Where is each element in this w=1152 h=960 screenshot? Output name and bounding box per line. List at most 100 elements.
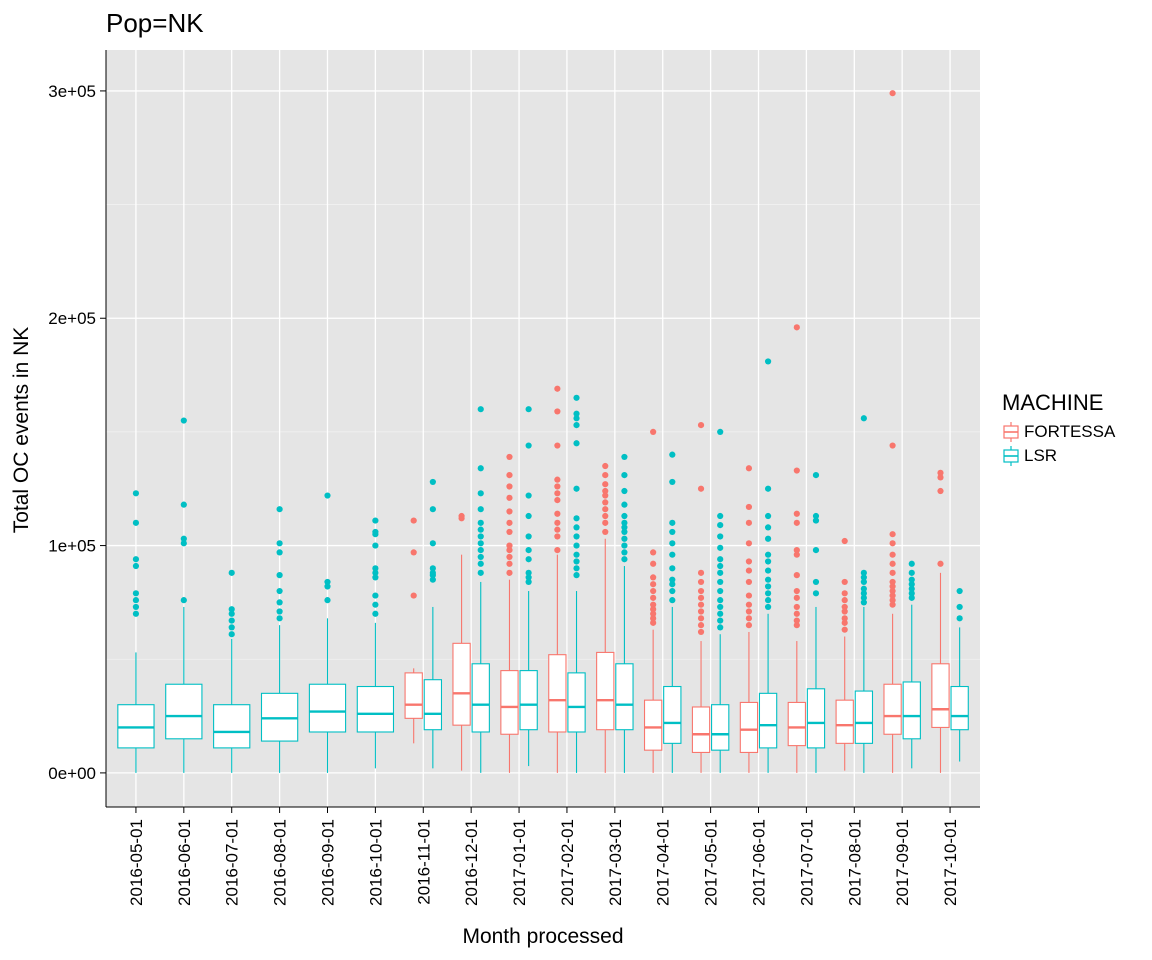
lsr-outlier-point [908,590,915,597]
lsr-outlier-point [621,519,628,526]
lsr-outlier-point [324,578,331,586]
fortessa-outlier-point [554,490,561,497]
fortessa-outlier-point [841,537,848,545]
lsr-outlier-point [669,478,676,486]
lsr-outlier-point [477,519,484,526]
fortessa-box [548,654,567,733]
lsr-outlier-point [812,512,820,520]
lsr-outlier-point [429,478,436,486]
lsr-outlier-point [372,610,379,617]
fortessa-box [500,670,519,735]
lsr-outlier-point [180,597,187,604]
lsr-outlier-point [908,585,915,592]
lsr-outlier-point [764,551,772,558]
fortessa-outlier-point [506,547,513,554]
lsr-outlier-point [477,569,484,576]
fortessa-box [691,706,711,753]
fortessa-box [596,651,615,731]
lsr-box [213,704,251,749]
lsr-box [165,683,203,740]
lsr-outlier-point [717,533,724,540]
lsr-outlier-point [764,590,772,597]
lsr-outlier-point [477,406,484,413]
fortessa-outlier-point [745,503,753,511]
fortessa-outlier-point [602,481,609,488]
fortessa-outlier-point [793,324,800,331]
fortessa-outlier-point [554,476,561,483]
lsr-outlier-point [525,578,532,586]
lsr-outlier-point [621,528,628,536]
lsr-legend-key-icon [1003,446,1019,466]
lsr-outlier-point [717,624,724,631]
lsr-outlier-point [573,572,580,579]
fortessa-outlier-point [650,606,657,613]
lsr-outlier-point [132,562,140,570]
chart-title: Pop=NK [106,8,204,38]
fortessa-outlier-point [745,601,753,608]
legend-item-lsr: LSR [1002,444,1115,468]
fortessa-outlier-point [554,533,561,540]
lsr-outlier-point [573,542,580,549]
lsr-outlier-point [621,453,628,461]
fortessa-outlier-point [793,519,800,526]
lsr-outlier-point [132,490,140,497]
lsr-outlier-point [621,542,628,549]
boxplot-marks [117,90,969,773]
x-tick-label: 2016-09-01 [318,819,337,906]
lsr-outlier-point [860,569,867,576]
lsr-outlier-point [812,578,820,586]
x-tick-label: 2017-01-01 [510,819,529,906]
lsr-outlier-point [621,556,628,563]
fortessa-outlier-point [889,597,896,604]
fortessa-outlier-point [554,497,561,504]
fortessa-outlier-point [697,615,705,622]
lsr-outlier-point [573,394,580,401]
fortessa-outlier-point [697,594,705,601]
lsr-outlier-point [669,528,676,536]
lsr-outlier-point [372,517,379,524]
lsr-outlier-point [525,492,532,499]
lsr-outlier-point [764,597,772,604]
lsr-outlier-point [477,540,484,547]
fortessa-outlier-point [889,592,896,599]
fortessa-box [452,642,471,726]
fortessa-outlier-point [697,608,705,615]
lsr-outlier-point [372,574,379,581]
fortessa-outlier-point [745,622,753,629]
fortessa-outlier-point [697,485,705,492]
fortessa-outlier-point [506,453,513,461]
fortessa-outlier-point [410,592,417,599]
fortessa-outlier-point [697,569,705,576]
legend-label-lsr: LSR [1024,446,1058,465]
fortessa-outlier-point [889,601,896,608]
lsr-outlier-point [717,610,724,617]
fortessa-outlier-point [841,619,848,626]
fortessa-outlier-point [793,510,800,517]
lsr-outlier-point [908,569,915,576]
fortessa-outlier-point [506,508,513,515]
lsr-outlier-point [860,415,867,422]
lsr-outlier-point [132,556,140,563]
fortessa-outlier-point [650,587,657,595]
lsr-outlier-point [228,606,235,613]
lsr-box [471,663,490,733]
legend-item-fortessa: FORTESSA [1002,420,1115,444]
lsr-outlier-point [908,560,915,567]
fortessa-outlier-point [506,472,513,479]
x-tick-label: 2017-04-01 [654,819,673,906]
lsr-outlier-point [276,587,283,595]
lsr-outlier-point [324,597,331,604]
lsr-outlier-point [429,565,436,572]
lsr-outlier-point [573,421,580,429]
lsr-outlier-point [477,490,484,497]
fortessa-outlier-point [889,583,896,590]
x-tick-label: 2017-06-01 [750,819,769,906]
fortessa-legend-key-icon [1003,422,1019,442]
lsr-outlier-point [477,533,484,540]
fortessa-outlier-point [554,385,561,392]
lsr-outlier-point [324,492,331,499]
lsr-outlier-point [525,556,532,563]
fortessa-outlier-point [554,442,561,449]
fortessa-outlier-point [793,587,800,595]
lsr-outlier-point [525,533,532,540]
